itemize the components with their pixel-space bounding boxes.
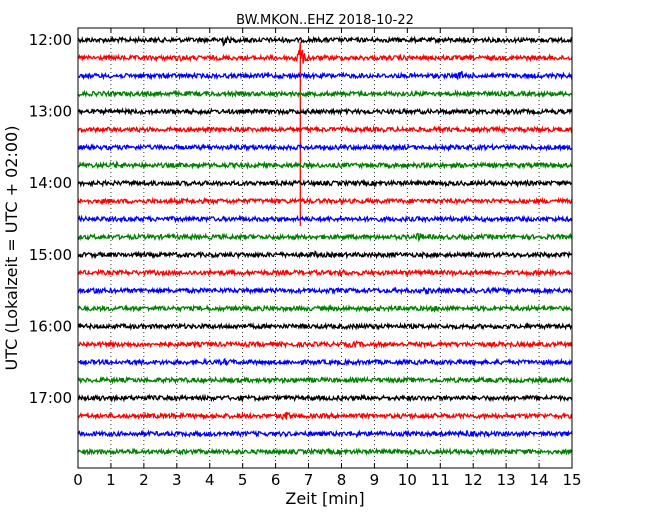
trace-15:00 — [77, 250, 573, 260]
x-tick-label: 6 — [271, 471, 281, 489]
x-tick-label: 15 — [562, 471, 581, 489]
y-tick-label: 12:00 — [29, 31, 72, 49]
y-tick-label: 17:00 — [29, 389, 72, 407]
y-tick-label: 16:00 — [29, 317, 72, 335]
x-tick-label: 2 — [139, 471, 149, 489]
x-axis-label: Zeit [min] — [285, 489, 364, 508]
x-tick-label: 14 — [530, 471, 549, 489]
trace-17:45 — [77, 447, 573, 457]
trace-12:00 — [77, 35, 573, 47]
x-tick-label: 12 — [464, 471, 483, 489]
trace-17:15 — [77, 411, 573, 421]
trace-14:15 — [77, 196, 573, 206]
y-tick-label: 14:00 — [29, 174, 72, 192]
trace-13:00 — [77, 106, 573, 117]
trace-13:15 — [77, 124, 573, 135]
x-tick-label: 9 — [370, 471, 380, 489]
trace-14:30 — [77, 214, 573, 224]
trace-12:45 — [77, 89, 573, 99]
trace-16:15 — [77, 339, 573, 349]
x-tick-label: 1 — [106, 471, 116, 489]
x-tick-label: 5 — [238, 471, 248, 489]
trace-15:30 — [77, 286, 573, 296]
trace-17:30 — [77, 429, 573, 439]
trace-13:45 — [77, 160, 573, 170]
x-tick-label: 13 — [497, 471, 516, 489]
y-axis-label: UTC (Lokalzeit = UTC + 02:00) — [2, 126, 21, 371]
x-tick-label: 3 — [172, 471, 182, 489]
x-tick-label: 11 — [431, 471, 450, 489]
trace-14:45 — [77, 232, 573, 243]
y-tick-label: 13:00 — [29, 103, 72, 121]
x-tick-label: 8 — [337, 471, 347, 489]
trace-layer — [77, 35, 573, 457]
trace-12:30 — [77, 71, 573, 81]
x-tick-label: 7 — [304, 471, 314, 489]
grid-layer — [110, 28, 540, 468]
tick-layer: 0 1 2 3 4 5 6 7 8 9 10 11 12 13 14 1512:0013:0014:0015:… — [29, 28, 582, 489]
trace-16:30 — [77, 357, 573, 367]
trace-14:00 — [77, 178, 573, 188]
plot-frame — [77, 27, 573, 469]
trace-16:45 — [77, 375, 573, 385]
trace-12:15 — [77, 41, 573, 226]
chart-title: BW.MKON..EHZ 2018-10-22 — [236, 13, 414, 28]
trace-15:15 — [77, 268, 573, 278]
x-tick-label: 0 — [73, 471, 83, 489]
trace-13:30 — [77, 142, 573, 153]
y-tick-label: 15:00 — [29, 246, 72, 264]
x-tick-label: 10 — [398, 471, 417, 489]
trace-17:00 — [77, 393, 573, 403]
trace-15:45 — [77, 303, 573, 314]
trace-16:00 — [77, 321, 573, 331]
x-tick-label: 4 — [205, 471, 215, 489]
